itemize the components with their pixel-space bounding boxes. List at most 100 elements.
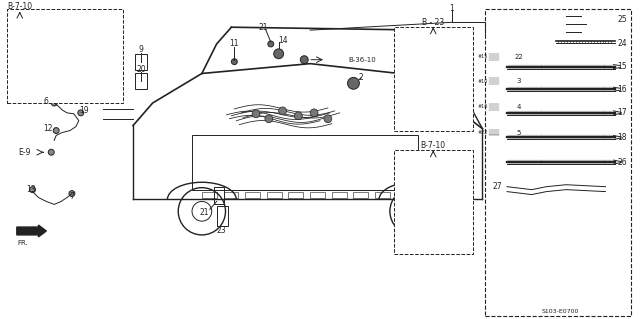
Text: 17: 17: [618, 108, 627, 117]
Text: 6: 6: [44, 97, 49, 106]
Text: 2: 2: [359, 73, 364, 82]
Bar: [404, 165, 463, 244]
Circle shape: [59, 11, 65, 17]
Text: B-36-10: B-36-10: [348, 57, 376, 63]
Text: 26: 26: [618, 158, 627, 167]
Text: 7: 7: [70, 192, 74, 201]
Text: 20: 20: [85, 16, 95, 25]
Text: 8: 8: [61, 10, 67, 19]
Circle shape: [310, 109, 318, 117]
Circle shape: [268, 41, 274, 47]
Bar: [490, 129, 499, 137]
Bar: [424, 42, 443, 121]
Bar: [13, 17, 47, 96]
Circle shape: [300, 56, 308, 63]
Text: 12: 12: [44, 124, 53, 133]
Circle shape: [252, 110, 260, 118]
Bar: [596, 308, 604, 314]
Bar: [404, 42, 463, 121]
Text: #22: #22: [478, 130, 488, 135]
Text: B - 23: B - 23: [422, 18, 444, 27]
Text: 1: 1: [449, 4, 454, 13]
Bar: [135, 54, 147, 70]
Bar: [202, 192, 216, 197]
Bar: [82, 17, 116, 96]
Bar: [493, 85, 507, 93]
Bar: [493, 134, 507, 141]
Text: B: B: [596, 308, 600, 313]
Circle shape: [48, 149, 54, 155]
Text: 9: 9: [138, 45, 143, 54]
Bar: [135, 73, 147, 89]
Bar: [394, 150, 472, 254]
Text: 18: 18: [618, 133, 627, 142]
Text: 14: 14: [278, 35, 287, 45]
Circle shape: [294, 112, 302, 120]
Text: 3: 3: [516, 78, 521, 84]
Circle shape: [274, 49, 284, 59]
Bar: [493, 63, 507, 70]
Bar: [310, 192, 325, 197]
Bar: [13, 17, 116, 96]
Text: S103-E0700: S103-E0700: [541, 309, 579, 314]
Circle shape: [53, 128, 59, 134]
Circle shape: [78, 110, 84, 116]
Text: 27: 27: [492, 182, 502, 191]
Text: FR.: FR.: [17, 240, 28, 246]
Bar: [332, 192, 347, 197]
Circle shape: [265, 115, 273, 123]
Text: 11: 11: [230, 40, 239, 48]
Bar: [443, 42, 463, 121]
Bar: [86, 22, 93, 34]
Bar: [7, 10, 123, 103]
Bar: [424, 165, 443, 244]
Bar: [397, 192, 412, 197]
Bar: [490, 103, 499, 111]
Bar: [353, 192, 368, 197]
Text: E-9: E-9: [19, 148, 31, 157]
Circle shape: [348, 78, 360, 89]
Bar: [404, 165, 424, 244]
Circle shape: [324, 115, 332, 123]
Circle shape: [278, 107, 287, 115]
Bar: [485, 9, 631, 315]
Text: #10: #10: [478, 104, 488, 109]
Text: 13: 13: [26, 185, 35, 194]
Text: #10: #10: [478, 79, 488, 84]
Circle shape: [232, 59, 237, 65]
Circle shape: [549, 39, 554, 43]
Text: 21: 21: [258, 23, 268, 32]
Bar: [289, 192, 303, 197]
Bar: [245, 192, 260, 197]
Bar: [493, 158, 507, 166]
Text: B-7-10: B-7-10: [7, 2, 32, 11]
Text: 15: 15: [618, 62, 627, 71]
Circle shape: [51, 100, 57, 106]
Text: 4: 4: [516, 104, 521, 110]
Bar: [47, 17, 82, 96]
Bar: [223, 192, 238, 197]
Bar: [216, 206, 228, 226]
Bar: [267, 192, 282, 197]
Bar: [214, 187, 223, 204]
Bar: [490, 78, 499, 85]
Text: 19: 19: [79, 106, 88, 115]
Bar: [192, 136, 419, 189]
Text: 21: 21: [199, 208, 209, 217]
Bar: [490, 53, 499, 61]
Bar: [493, 109, 507, 117]
Text: #15: #15: [478, 54, 488, 59]
Text: 22: 22: [515, 54, 524, 60]
Text: B-7-10: B-7-10: [420, 141, 446, 150]
Text: 25: 25: [618, 15, 627, 24]
Bar: [443, 165, 463, 244]
Text: 5: 5: [516, 130, 521, 136]
Bar: [505, 186, 515, 194]
Circle shape: [29, 187, 35, 193]
Bar: [394, 27, 472, 130]
Bar: [375, 192, 390, 197]
FancyArrow shape: [17, 225, 46, 237]
Circle shape: [69, 191, 75, 197]
Text: 24: 24: [618, 40, 627, 48]
Bar: [404, 42, 424, 121]
